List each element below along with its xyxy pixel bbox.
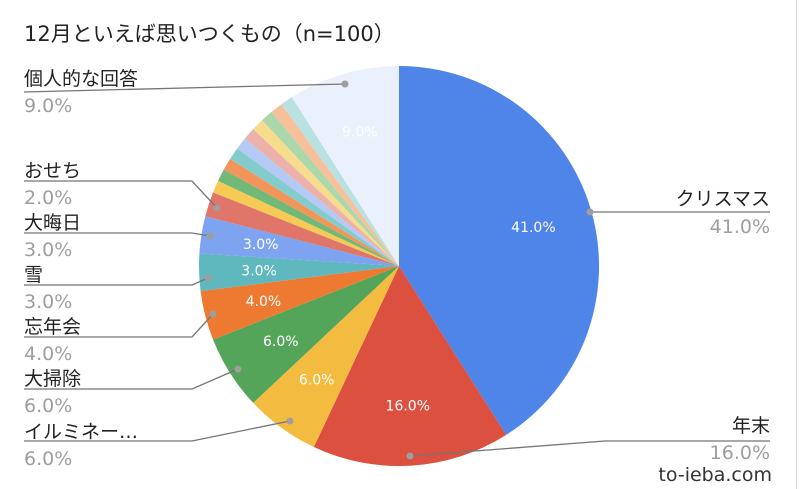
leader-line bbox=[409, 440, 770, 457]
slice-percent-label: 3.0% bbox=[243, 237, 279, 253]
slice-value-label: 2.0% bbox=[24, 187, 72, 209]
slice-value-label: 3.0% bbox=[24, 239, 72, 261]
pie-slice bbox=[313, 266, 507, 467]
slice-value-label: 3.0% bbox=[24, 291, 72, 313]
slice-percent-label: 6.0% bbox=[263, 334, 299, 350]
watermark: to-ieba.com bbox=[658, 464, 772, 486]
leader-dot bbox=[213, 204, 221, 212]
slice-name-label: 雪 bbox=[24, 264, 43, 286]
slice-percent-label: 4.0% bbox=[246, 294, 282, 310]
leader-dot bbox=[234, 365, 242, 373]
pie-slice bbox=[253, 120, 399, 267]
pie-slice bbox=[291, 66, 399, 266]
pie-slice bbox=[244, 129, 399, 266]
slice-name-label: 大晦日 bbox=[24, 212, 81, 234]
pie-slice bbox=[262, 111, 399, 267]
slice-value-label: 16.0% bbox=[710, 442, 770, 464]
leader-dot bbox=[406, 452, 414, 460]
pie-slices bbox=[198, 66, 600, 467]
pie-slice bbox=[230, 148, 399, 266]
leader-line bbox=[24, 232, 211, 237]
slice-name-label: 年末 bbox=[732, 415, 770, 437]
slice-value-label: 9.0% bbox=[24, 95, 72, 117]
pie-slice bbox=[199, 216, 399, 266]
pie-slice bbox=[223, 158, 399, 266]
slice-name-label: 大掃除 bbox=[24, 368, 81, 390]
slice-percent-label: 6.0% bbox=[299, 372, 335, 388]
pie-slice bbox=[218, 169, 399, 266]
outer-labels: クリスマス 41.0% 年末 16.0% イルミネー… 6.0% 大掃除 6.0% 忘年会 4.0… bbox=[24, 68, 770, 470]
pie-slice bbox=[198, 253, 399, 292]
leader-lines bbox=[23, 80, 770, 460]
chart-title: 12月といえば思いつくもの（n=100） bbox=[24, 22, 395, 46]
leader-dot bbox=[586, 208, 594, 216]
slice-value-label: 6.0% bbox=[24, 448, 72, 470]
leader-dot bbox=[341, 80, 349, 88]
slice-percent-label: 41.0% bbox=[511, 220, 555, 236]
slice-value-label: 6.0% bbox=[24, 395, 72, 417]
leader-line bbox=[23, 83, 346, 93]
slice-name-label: クリスマス bbox=[676, 188, 770, 210]
leader-line bbox=[24, 420, 291, 442]
pie-slice bbox=[200, 266, 399, 340]
leader-dot bbox=[286, 417, 294, 425]
slice-percent-label: 16.0% bbox=[386, 399, 430, 415]
leader-line bbox=[24, 277, 209, 286]
slice-percent-label: 3.0% bbox=[241, 263, 277, 279]
slice-name-label: イルミネー… bbox=[24, 421, 138, 443]
pie-slice bbox=[213, 266, 399, 403]
leader-dot bbox=[209, 310, 217, 318]
leader-dot bbox=[204, 274, 212, 282]
pie-slice bbox=[271, 104, 399, 266]
right-border-divider bbox=[796, 0, 797, 489]
pie-slice bbox=[281, 97, 399, 266]
slice-value-label: 41.0% bbox=[710, 216, 770, 238]
slice-name-label: おせち bbox=[24, 160, 81, 182]
slice-name-label: 忘年会 bbox=[24, 316, 81, 338]
leader-dot bbox=[206, 232, 214, 240]
slice-percent-label: 9.0% bbox=[342, 125, 378, 141]
leader-line bbox=[24, 368, 239, 390]
pie-slice bbox=[237, 138, 399, 266]
inner-percent-labels: 41.0% 16.0% 6.0% 6.0% 4.0% 3.0% 3.0% 9.0% bbox=[241, 125, 555, 415]
pie-slice bbox=[213, 180, 399, 266]
pie-slice bbox=[253, 266, 399, 447]
slice-value-label: 4.0% bbox=[24, 343, 72, 365]
pie-slice bbox=[399, 66, 600, 435]
pie-slice bbox=[205, 192, 399, 266]
leader-line bbox=[24, 313, 214, 338]
leader-line bbox=[24, 180, 218, 209]
slice-name-label: 個人的な回答 bbox=[24, 68, 138, 90]
